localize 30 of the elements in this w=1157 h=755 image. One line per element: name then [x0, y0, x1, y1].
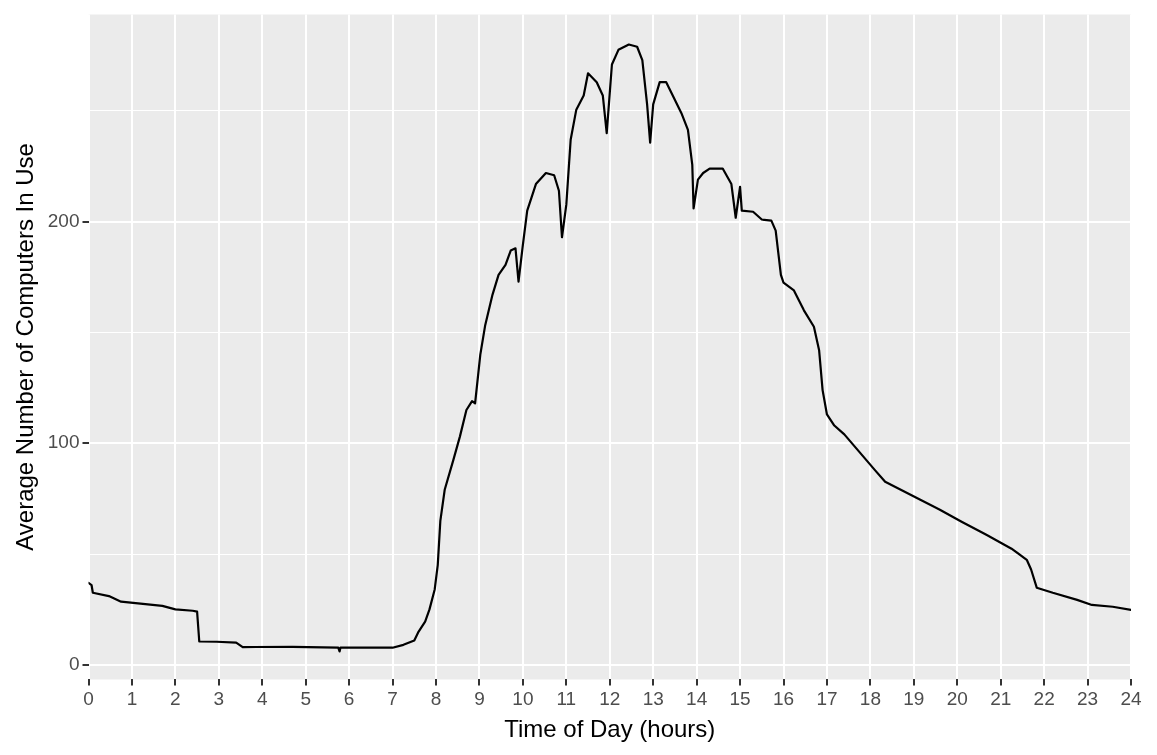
x-tick-label: 6	[343, 688, 355, 710]
x-tick-label: 11	[556, 688, 577, 710]
x-tick-label: 18	[859, 688, 881, 710]
x-tick-label: 9	[474, 688, 485, 710]
x-tick-label: 15	[729, 688, 751, 710]
x-tick-label: 12	[599, 688, 621, 710]
x-tick-label: 0	[83, 688, 94, 710]
x-tick-label: 10	[512, 688, 534, 710]
y-tick-label: 0	[68, 653, 80, 675]
y-axis-title: Average Number of Computers In Use	[11, 143, 39, 551]
x-tick-label: 13	[642, 688, 664, 710]
x-tick-label: 4	[256, 688, 268, 710]
x-tick-label: 19	[903, 688, 925, 710]
x-axis-title: Time of Day (hours)	[504, 715, 716, 743]
x-tick-label: 2	[170, 688, 181, 710]
x-tick-label: 21	[990, 688, 1012, 710]
x-tick-label: 8	[430, 688, 442, 710]
x-tick-label: 24	[1120, 688, 1142, 710]
x-tick-label: 20	[946, 688, 968, 710]
y-tick-label: 200	[47, 209, 80, 231]
x-tick-label: 23	[1076, 688, 1099, 710]
x-tick-label: 7	[387, 688, 398, 710]
y-tick-label: 100	[47, 431, 80, 453]
x-tick-label: 22	[1033, 688, 1055, 710]
x-tick-label: 1	[126, 688, 138, 710]
x-tick-label: 3	[213, 688, 225, 710]
x-tick-label: 5	[300, 688, 311, 710]
x-tick-label: 16	[772, 688, 795, 710]
x-tick-label: 14	[686, 688, 708, 710]
x-tick-label: 17	[816, 688, 838, 710]
